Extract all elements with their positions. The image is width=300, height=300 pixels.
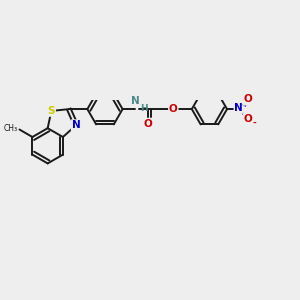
Text: N: N bbox=[72, 120, 80, 130]
Text: O: O bbox=[169, 104, 178, 114]
Text: N: N bbox=[131, 96, 140, 106]
Text: H: H bbox=[140, 104, 148, 113]
Text: O: O bbox=[244, 94, 253, 104]
Text: +: + bbox=[241, 100, 248, 109]
Text: N: N bbox=[234, 103, 243, 113]
Text: S: S bbox=[48, 106, 55, 116]
Text: O: O bbox=[244, 114, 253, 124]
Text: O: O bbox=[144, 118, 152, 129]
Text: -: - bbox=[252, 118, 256, 127]
Text: CH₃: CH₃ bbox=[4, 124, 18, 133]
